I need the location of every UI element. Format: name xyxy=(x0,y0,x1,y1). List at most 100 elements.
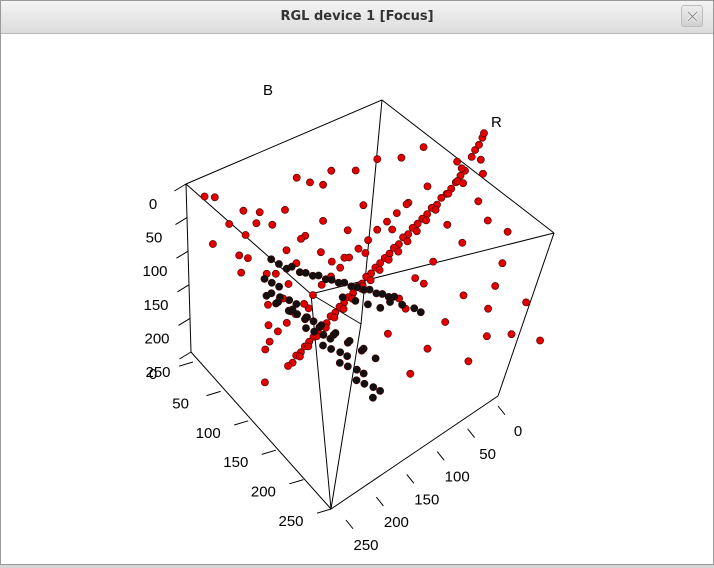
red-point xyxy=(483,216,492,225)
red-point xyxy=(491,282,500,290)
red-point xyxy=(343,226,352,235)
red-point xyxy=(441,318,450,326)
black-point xyxy=(376,303,385,312)
front-left-axis-tick xyxy=(234,420,249,426)
red-point xyxy=(260,378,269,387)
left-axis-tick xyxy=(178,317,191,326)
red-point xyxy=(444,189,453,198)
black-point xyxy=(275,282,283,291)
red-point xyxy=(394,247,403,256)
left-axis-tick xyxy=(179,351,192,360)
red-point xyxy=(498,259,507,268)
black-point xyxy=(310,327,319,336)
box-edge xyxy=(185,99,383,185)
red-point xyxy=(406,369,415,378)
black-point xyxy=(390,292,399,301)
red-point xyxy=(284,280,293,288)
red-point xyxy=(503,227,512,236)
red-point xyxy=(351,166,360,175)
front-left-axis-tick-label: 250 xyxy=(278,513,303,530)
red-point xyxy=(476,155,485,164)
red-point xyxy=(281,205,289,214)
left-axis-tick-label: 150 xyxy=(143,297,168,314)
red-point xyxy=(235,251,244,260)
black-point xyxy=(288,305,297,314)
black-point xyxy=(314,271,323,280)
red-point xyxy=(237,268,246,277)
red-point xyxy=(295,352,304,361)
black-point xyxy=(359,369,368,378)
red-point xyxy=(319,180,327,189)
red-point xyxy=(397,153,406,162)
black-point xyxy=(309,317,318,326)
box-edge xyxy=(497,232,555,397)
left-axis-tick-label: 50 xyxy=(146,230,163,247)
red-point xyxy=(264,300,272,309)
scatter-3d-plot[interactable]: 0501001502002500501001502002500501001502… xyxy=(1,34,713,564)
black-point xyxy=(327,345,335,353)
front-left-axis-tick xyxy=(206,390,221,397)
red-point xyxy=(339,305,348,313)
red-point xyxy=(383,217,391,226)
red-point xyxy=(284,362,292,370)
red-point xyxy=(292,173,301,182)
black-point xyxy=(353,283,362,291)
left-axis-tick xyxy=(176,250,189,259)
black-point xyxy=(336,348,345,357)
red-point xyxy=(261,345,270,354)
red-point xyxy=(366,276,375,285)
red-point xyxy=(327,166,336,175)
red-point xyxy=(383,329,392,338)
black-point xyxy=(319,330,328,339)
red-point xyxy=(265,337,274,346)
red-point xyxy=(429,257,438,266)
axis-ticks: 0501001502002500501001502002500501001502… xyxy=(142,183,522,554)
red-point xyxy=(467,153,476,161)
black-point xyxy=(267,255,276,264)
black-point xyxy=(327,275,336,284)
red-point xyxy=(373,225,382,234)
front-right-axis-tick xyxy=(467,428,475,438)
black-point xyxy=(301,268,310,277)
box-edge xyxy=(381,99,555,234)
red-point xyxy=(464,357,473,366)
front-right-axis-tick xyxy=(376,496,384,507)
red-point xyxy=(373,155,382,163)
black-point xyxy=(303,313,311,322)
front-right-axis-tick-label: 200 xyxy=(384,514,409,531)
red-point xyxy=(309,291,317,299)
axis-label-b: B xyxy=(263,82,273,99)
red-point xyxy=(375,266,384,274)
red-point xyxy=(243,254,252,262)
red-point xyxy=(306,178,314,187)
red-point xyxy=(412,227,421,236)
red-point xyxy=(264,321,273,330)
black-point xyxy=(352,365,361,374)
red-point xyxy=(317,280,326,289)
red-point xyxy=(459,291,468,300)
black-point xyxy=(360,379,369,388)
front-left-axis-tick xyxy=(289,479,304,485)
front-right-axis-tick xyxy=(436,451,445,461)
black-point xyxy=(317,321,326,330)
black-point xyxy=(371,354,380,363)
red-point xyxy=(419,279,428,288)
rgl-canvas[interactable]: 0 50 100 150 200 250 0 50 100 150 200 250 0 50 100 150 2… xyxy=(1,34,713,564)
close-button[interactable] xyxy=(681,5,703,27)
front-right-axis-tick-label: 0 xyxy=(514,423,522,440)
box-edge xyxy=(330,323,362,510)
black-point xyxy=(274,298,282,306)
title-bar[interactable]: RGL device 1 [Focus] xyxy=(1,1,713,34)
front-left-axis-tick-label: 100 xyxy=(196,425,221,442)
front-left-axis-tick xyxy=(178,361,194,367)
red-point xyxy=(403,237,412,246)
red-point xyxy=(268,220,277,229)
red-point xyxy=(241,231,250,239)
left-axis-tick-label: 200 xyxy=(144,330,169,347)
red-point xyxy=(364,236,372,245)
black-point xyxy=(260,274,269,283)
front-left-axis-tick-label: 150 xyxy=(223,454,248,471)
black-point xyxy=(287,262,296,271)
front-left-axis-tick-label: 50 xyxy=(172,395,189,412)
